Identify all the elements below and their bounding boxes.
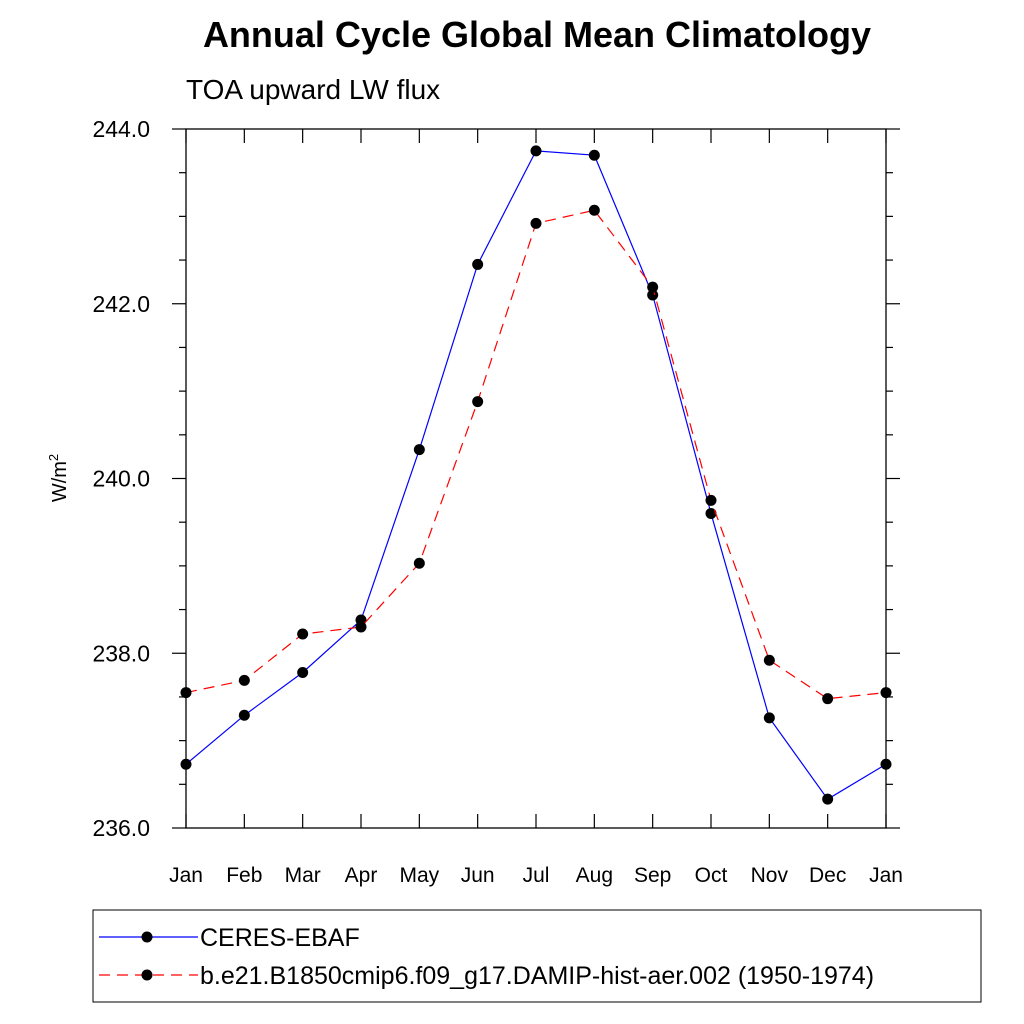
y-tick-label: 238.0	[92, 640, 150, 666]
x-tick-label: Nov	[751, 864, 789, 887]
legend-marker-model	[141, 969, 153, 981]
data-point	[530, 217, 542, 229]
data-point	[530, 145, 542, 157]
x-tick-label: Jan	[869, 864, 903, 887]
data-point	[763, 712, 775, 724]
legend-label-ceres: CERES-EBAF	[200, 924, 360, 952]
series-0	[180, 145, 892, 805]
legend: CERES-EBAF b.e21.B1850cmip6.f09_g17.DAMI…	[92, 909, 982, 1003]
data-point	[472, 396, 484, 408]
series-line	[185, 150, 887, 800]
x-tick-label: Aug	[576, 864, 613, 887]
series-line	[185, 209, 887, 700]
y-tick-label: 242.0	[92, 291, 150, 317]
series-1	[180, 204, 892, 705]
x-tick-label: Sep	[634, 864, 671, 887]
data-point	[588, 149, 600, 161]
legend-marker-ceres	[141, 931, 153, 943]
data-point	[238, 674, 250, 686]
data-point	[822, 793, 834, 805]
data-point	[647, 289, 659, 301]
x-tick-label: Apr	[345, 864, 378, 887]
chart-title: Annual Cycle Global Mean Climatology	[203, 14, 871, 55]
data-point	[413, 557, 425, 569]
x-tick-label: May	[399, 864, 439, 887]
chart-subtitle: TOA upward LW flux	[186, 74, 440, 105]
data-point	[238, 709, 250, 721]
axis-ticks	[172, 128, 900, 829]
x-tick-label: Jun	[461, 864, 495, 887]
data-point	[647, 281, 659, 293]
data-point	[705, 507, 717, 519]
data-point	[763, 654, 775, 666]
x-tick-label: Feb	[226, 864, 262, 887]
x-tick-label: Jan	[169, 864, 203, 887]
x-tick-label: Oct	[695, 864, 728, 887]
data-point	[880, 758, 892, 770]
x-tick-labels: Jan Feb Mar Apr May Jun Jul Aug Sep Oct Nov Dec Jan	[169, 864, 903, 887]
data-point	[297, 666, 309, 678]
legend-box	[92, 909, 982, 1003]
data-point	[588, 204, 600, 216]
data-point	[822, 693, 834, 705]
legend-label-model: b.e21.B1850cmip6.f09_g17.DAMIP-hist-aer.…	[200, 962, 874, 990]
data-point	[180, 687, 192, 699]
x-tick-label: Mar	[285, 864, 321, 887]
y-tick-labels: 236.0 238.0 240.0 242.0 244.0	[92, 116, 150, 841]
data-point	[880, 687, 892, 699]
data-point	[413, 444, 425, 456]
y-tick-label: 240.0	[92, 466, 150, 492]
data-point	[705, 494, 717, 506]
plot-frame	[185, 128, 887, 829]
series-layer	[180, 145, 892, 805]
data-point	[355, 621, 367, 633]
y-axis-label: W/m2	[46, 454, 71, 502]
y-tick-label: 244.0	[92, 116, 150, 142]
x-tick-label: Dec	[809, 864, 846, 887]
data-point	[180, 758, 192, 770]
y-tick-label: 236.0	[92, 815, 150, 841]
data-point	[472, 258, 484, 270]
data-point	[297, 628, 309, 640]
x-tick-label: Jul	[523, 864, 550, 887]
